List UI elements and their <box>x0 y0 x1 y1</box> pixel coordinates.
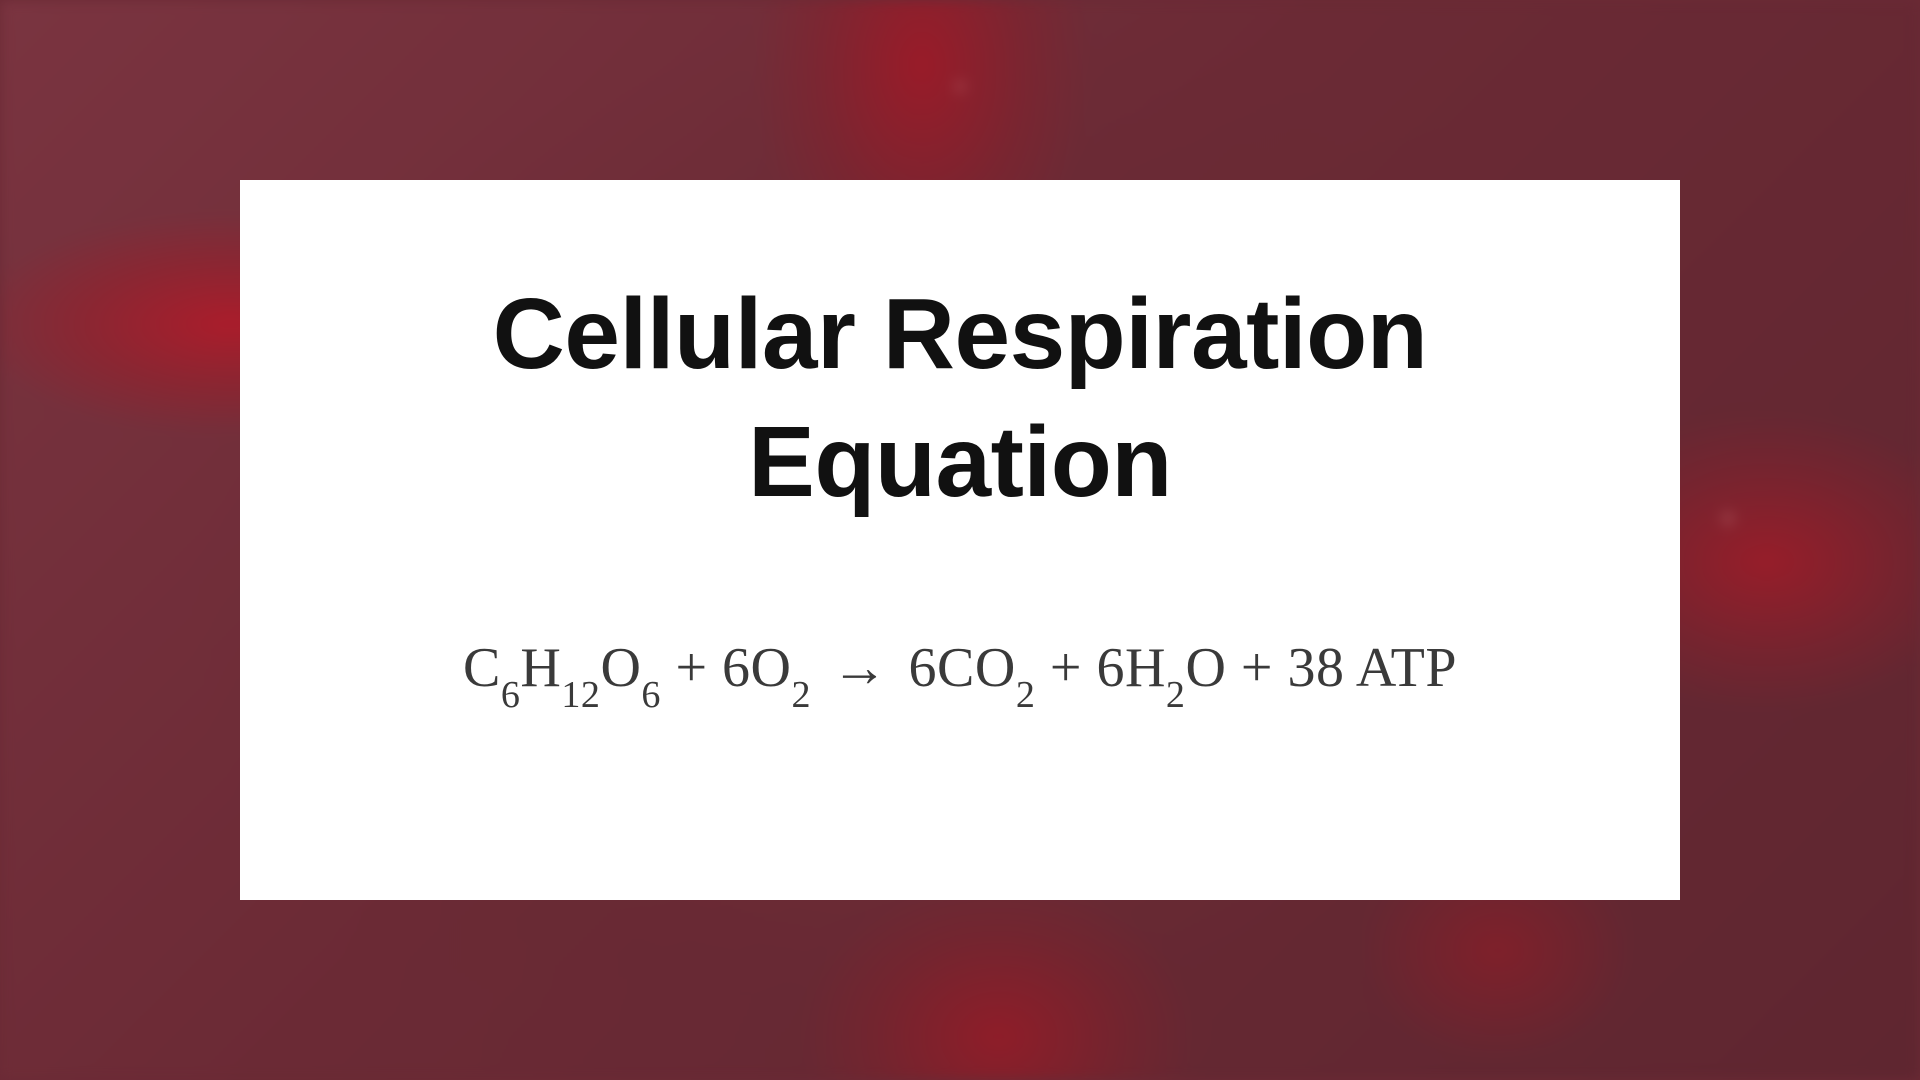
title-line-1: Cellular Respiration <box>493 278 1428 390</box>
content-card: Cellular Respiration Equation C6H12O6 + … <box>240 180 1680 900</box>
slide-title: Cellular Respiration Equation <box>493 270 1428 526</box>
respiration-equation: C6H12O6 + 6O2 → 6CO2 + 6H2O + 38 ATP <box>463 636 1457 708</box>
title-line-2: Equation <box>748 406 1172 518</box>
